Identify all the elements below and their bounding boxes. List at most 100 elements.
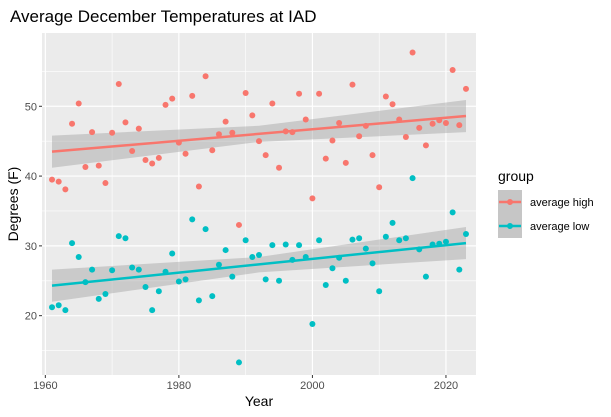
data-point — [269, 100, 276, 107]
data-point — [115, 233, 122, 240]
legend-title: group — [498, 168, 534, 184]
data-point — [369, 152, 376, 159]
data-point — [122, 119, 129, 126]
data-point — [362, 122, 369, 129]
data-point — [456, 122, 463, 129]
data-point — [449, 209, 456, 216]
data-point — [215, 261, 222, 268]
data-point — [409, 175, 416, 182]
data-point — [129, 147, 136, 154]
data-point — [89, 266, 96, 273]
data-point — [416, 246, 423, 253]
data-point — [442, 238, 449, 245]
y-tick-label: 50 — [25, 101, 37, 113]
data-point — [149, 160, 156, 167]
data-point — [262, 276, 269, 283]
data-point — [396, 237, 403, 244]
data-point — [316, 237, 323, 244]
data-point — [49, 304, 56, 311]
data-point — [422, 142, 429, 149]
data-point — [389, 101, 396, 108]
legend-label: average low — [530, 221, 589, 233]
legend: group average high average low — [498, 168, 594, 238]
data-point — [242, 90, 249, 97]
data-point — [302, 116, 309, 123]
data-point — [209, 147, 216, 154]
data-point — [456, 266, 463, 273]
data-points — [49, 49, 469, 366]
legend-key-point — [507, 199, 513, 205]
data-point — [296, 90, 303, 97]
data-point — [162, 101, 169, 108]
data-point — [329, 137, 336, 144]
data-point — [75, 254, 82, 261]
data-point — [69, 120, 76, 127]
y-tick-label: 20 — [25, 311, 37, 323]
x-tick-label: 2000 — [300, 380, 324, 392]
data-point — [396, 116, 403, 123]
data-point — [229, 273, 236, 280]
data-point — [89, 129, 96, 136]
data-point — [289, 129, 296, 136]
data-point — [69, 240, 76, 247]
data-point — [135, 266, 142, 273]
data-point — [282, 128, 289, 135]
data-point — [262, 152, 269, 159]
data-point — [309, 195, 316, 202]
data-point — [462, 231, 469, 238]
data-point — [135, 125, 142, 132]
data-point — [436, 117, 443, 124]
data-point — [256, 251, 262, 258]
data-point — [55, 178, 62, 185]
x-tick-label: 2020 — [434, 380, 458, 392]
data-point — [349, 81, 356, 88]
data-point — [322, 155, 329, 162]
data-point — [129, 264, 136, 271]
data-point — [109, 129, 116, 136]
plot-panel — [42, 33, 476, 375]
data-point — [189, 92, 196, 99]
x-axis-title: Year — [245, 393, 274, 409]
data-point — [422, 273, 429, 280]
data-point — [82, 164, 89, 171]
data-point — [296, 242, 303, 249]
data-point — [202, 73, 209, 80]
data-point — [382, 93, 389, 100]
data-point — [115, 80, 122, 87]
data-point — [229, 129, 236, 136]
data-point — [102, 180, 109, 187]
data-point — [376, 184, 383, 191]
data-point — [182, 276, 189, 283]
data-point — [416, 124, 423, 131]
data-point — [356, 133, 363, 140]
data-point — [389, 219, 396, 226]
y-tick-label: 30 — [25, 241, 37, 253]
data-point — [409, 49, 416, 56]
data-point — [249, 254, 256, 261]
legend-key-point — [507, 223, 513, 229]
y-tick-label: 40 — [25, 171, 37, 183]
data-point — [342, 277, 349, 284]
data-point — [436, 240, 443, 247]
data-point — [155, 154, 162, 161]
data-point — [336, 254, 343, 261]
data-point — [276, 164, 283, 171]
data-point — [175, 139, 182, 146]
data-point — [282, 241, 289, 248]
trend-line — [51, 241, 467, 287]
data-point — [402, 235, 409, 242]
data-point — [169, 250, 176, 257]
data-point — [102, 291, 109, 298]
data-point — [322, 281, 329, 288]
data-point — [202, 226, 209, 233]
data-point — [316, 90, 323, 97]
trend-line — [51, 114, 467, 153]
data-point — [62, 186, 69, 193]
data-point — [336, 120, 343, 127]
data-point — [402, 133, 409, 140]
trend-lines — [51, 114, 467, 287]
data-point — [195, 183, 202, 190]
data-point — [82, 279, 89, 286]
data-point — [95, 162, 102, 169]
